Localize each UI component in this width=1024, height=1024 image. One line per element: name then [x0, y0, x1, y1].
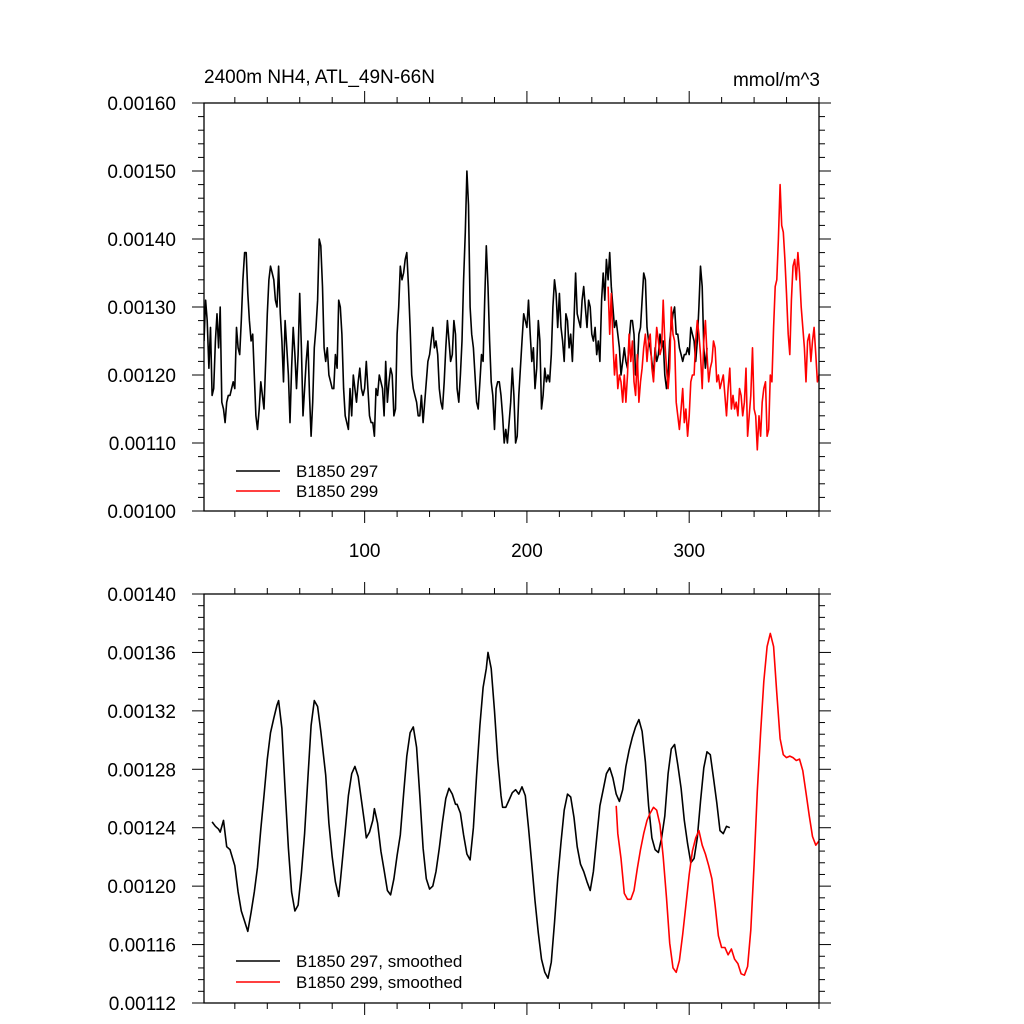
series-line-0 [211, 651, 731, 980]
y-tick-label: 0.00136 [107, 643, 176, 664]
x-tick-label: 300 [673, 541, 705, 562]
bottom-axis-ticks [192, 582, 831, 1015]
y-tick-label: 0.00124 [107, 819, 176, 840]
bottom-panel: 0.00112 0.00116 0.00120 0.00124 0.00128 0.001… [107, 582, 831, 1015]
series-line-1 [615, 632, 819, 977]
y-tick-label: 0.00150 [107, 162, 176, 183]
legend-label-299: B1850 299 [296, 482, 378, 501]
bottom-legend: B1850 297, smoothed B1850 299, smoothed [236, 952, 462, 992]
y-tick-label: 0.00120 [107, 877, 176, 898]
x-tick-label: 100 [349, 541, 381, 562]
top-series-lines [204, 170, 819, 451]
legend-label-299-smoothed: B1850 299, smoothed [296, 973, 462, 992]
y-tick-label: 0.00116 [109, 936, 176, 957]
series-line-1 [607, 183, 819, 451]
top-axis-ticks [192, 91, 831, 523]
y-tick-label: 0.00112 [109, 994, 176, 1015]
top-panel: 2400m NH4, ATL_49N-66N mmol/m^3 0.001000… [107, 67, 831, 562]
bottom-y-tick-labels: 0.00112 0.00116 0.00120 0.00124 0.00128 0.001… [107, 585, 176, 1015]
top-x-tick-labels: 100 200 300 [349, 541, 705, 562]
y-tick-label: 0.00110 [109, 434, 176, 455]
y-tick-label: 0.00140 [107, 230, 176, 251]
bottom-plot-frame [203, 593, 820, 1004]
y-tick-label: 0.00132 [107, 702, 176, 723]
legend-label-297: B1850 297 [296, 462, 378, 481]
y-tick-label: 0.00128 [107, 760, 176, 781]
top-chart-title: 2400m NH4, ATL_49N-66N [204, 67, 435, 88]
y-tick-label: 0.00140 [107, 585, 176, 606]
y-tick-label: 0.00120 [107, 366, 176, 387]
x-tick-label: 200 [511, 541, 543, 562]
top-y-tick-labels: 0.00100 0.00110 0.00120 0.00130 0.00140 0.001… [107, 94, 176, 523]
top-legend: B1850 297 B1850 299 [236, 462, 378, 501]
series-line-0 [204, 170, 708, 444]
bottom-series-lines [211, 632, 819, 980]
top-plot-frame [203, 102, 820, 512]
y-tick-label: 0.00130 [107, 298, 176, 319]
y-tick-label: 0.00160 [107, 94, 176, 115]
legend-label-297-smoothed: B1850 297, smoothed [296, 952, 462, 971]
y-tick-label: 0.00100 [107, 502, 176, 523]
top-chart-units: mmol/m^3 [733, 70, 820, 91]
